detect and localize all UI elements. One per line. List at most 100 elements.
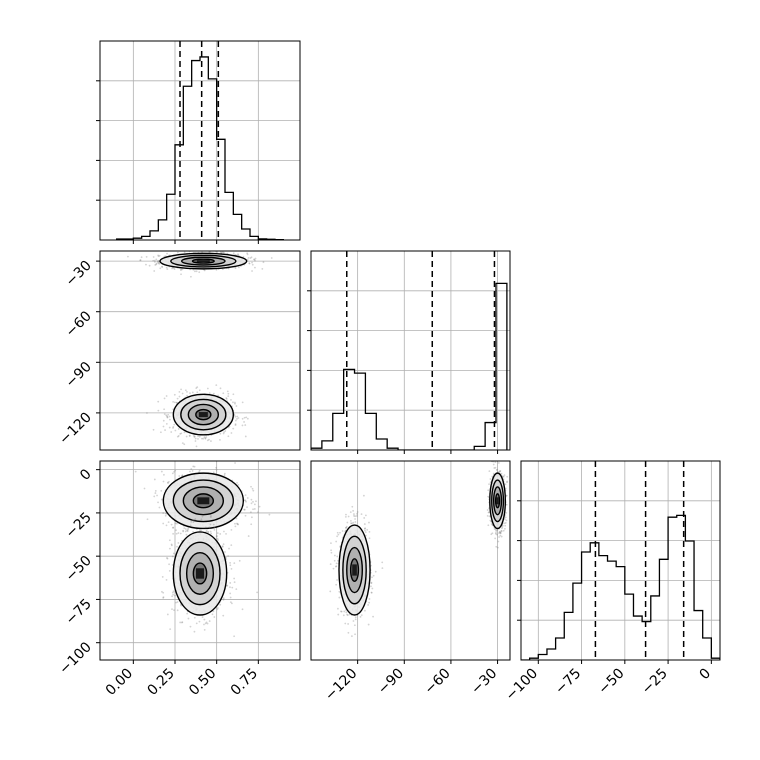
data-point	[494, 537, 497, 540]
data-point	[230, 567, 233, 570]
data-point	[192, 465, 195, 468]
data-point	[201, 616, 204, 619]
data-point	[155, 263, 158, 266]
data-point	[180, 604, 183, 607]
data-point	[208, 392, 211, 395]
data-point	[501, 475, 504, 478]
data-point	[175, 401, 178, 404]
data-point	[186, 612, 189, 615]
x-tick-label: −120	[322, 666, 361, 705]
data-point	[229, 601, 232, 604]
data-point	[223, 474, 226, 477]
data-point	[245, 500, 247, 503]
data-point	[505, 519, 508, 522]
data-point	[243, 499, 246, 502]
data-point	[221, 546, 224, 548]
data-point	[203, 269, 206, 272]
data-point	[163, 451, 165, 453]
data-point	[160, 489, 163, 492]
data-point	[192, 521, 195, 524]
data-point	[176, 251, 179, 254]
data-point	[252, 508, 254, 511]
data-point	[183, 527, 186, 529]
data-point	[250, 498, 253, 501]
data-point	[170, 431, 173, 433]
data-point	[374, 570, 377, 573]
data-point	[251, 270, 253, 272]
data-point	[500, 535, 503, 538]
data-point	[127, 255, 129, 258]
x-tick-label: −100	[503, 666, 542, 705]
data-point	[172, 427, 174, 429]
data-point	[236, 481, 238, 484]
data-point	[249, 511, 252, 513]
data-point	[496, 468, 499, 471]
data-point	[166, 613, 169, 616]
data-point	[163, 473, 165, 476]
data-point	[230, 602, 233, 605]
data-point	[172, 526, 174, 529]
data-point	[250, 523, 253, 526]
data-point	[179, 621, 182, 624]
hist-1-panel	[96, 40, 301, 244]
data-point	[247, 535, 250, 537]
data-point	[254, 266, 256, 269]
data-point	[241, 424, 244, 427]
data-point	[166, 416, 169, 419]
data-point	[244, 424, 247, 426]
data-point	[191, 391, 194, 394]
data-point	[250, 502, 253, 505]
data-point	[210, 515, 212, 517]
x-tick-label: 0.50	[186, 666, 219, 699]
data-point	[198, 435, 201, 438]
data-point	[227, 555, 230, 557]
data-point	[172, 526, 175, 529]
data-point	[158, 506, 161, 509]
data-point	[193, 248, 195, 250]
data-point	[251, 487, 254, 490]
data-point	[183, 251, 186, 254]
data-point	[234, 402, 236, 405]
data-point	[170, 523, 173, 526]
y-tick-label: −120	[56, 409, 95, 448]
data-point	[250, 256, 253, 259]
y-tick-label: −25	[63, 509, 95, 541]
data-point	[268, 513, 271, 516]
data-point	[157, 255, 160, 258]
data-point	[493, 528, 496, 531]
data-point	[148, 264, 151, 267]
data-point	[169, 418, 171, 421]
data-point	[172, 267, 175, 270]
data-point	[176, 609, 179, 612]
data-point	[187, 528, 189, 531]
scatter-3-1-panel: 0.00 0.25 0.50 0.75−100−75−50−250	[56, 451, 301, 699]
data-point	[177, 435, 180, 437]
data-point	[157, 260, 160, 262]
data-point	[212, 523, 215, 526]
data-point	[200, 529, 203, 532]
data-point	[490, 533, 493, 536]
data-point	[172, 532, 175, 535]
data-point	[177, 532, 180, 534]
data-point	[184, 389, 187, 392]
data-point	[337, 613, 340, 616]
data-point	[175, 529, 177, 532]
data-point	[213, 528, 216, 531]
scatter-2-1-panel: −120−90−60−30	[56, 248, 301, 451]
data-point	[235, 405, 238, 407]
data-point	[241, 401, 244, 404]
data-point	[488, 511, 491, 514]
data-point	[191, 470, 194, 472]
data-point	[222, 597, 225, 600]
data-point	[487, 511, 490, 514]
data-point	[350, 522, 353, 525]
data-point	[166, 268, 169, 271]
data-point	[237, 253, 239, 256]
data-point	[222, 614, 225, 617]
data-point	[220, 251, 223, 254]
data-point	[172, 590, 175, 593]
data-point	[183, 443, 186, 446]
axes-frame	[520, 460, 721, 661]
x-tick-label: 0.75	[228, 666, 261, 699]
